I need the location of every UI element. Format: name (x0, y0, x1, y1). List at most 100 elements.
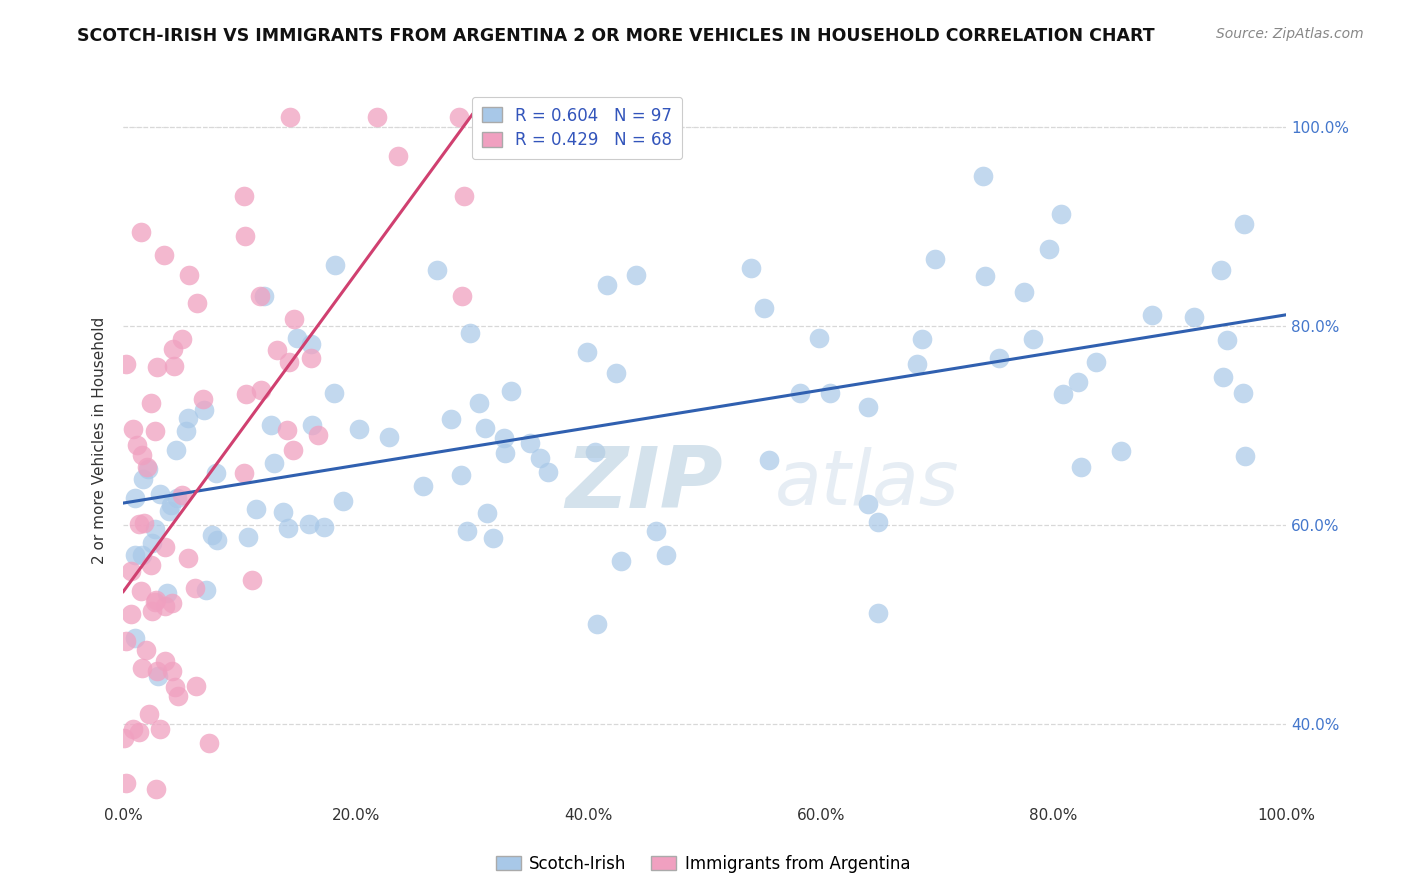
Point (501, 384, 523, 398)
Point (283, 443, 305, 458)
Point (179, 268, 201, 282)
Point (160, 665, 183, 679)
Point (1021, 332, 1043, 346)
Point (233, 189, 256, 203)
Point (232, 466, 254, 480)
Point (124, 548, 146, 562)
Point (143, 522, 166, 536)
Point (131, 548, 153, 562)
Point (143, 595, 166, 609)
Point (1209, 262, 1232, 277)
Point (191, 392, 214, 407)
Point (323, 385, 346, 400)
Point (1070, 460, 1092, 475)
Point (141, 604, 163, 618)
Text: ZIP: ZIP (565, 442, 723, 525)
Point (1232, 386, 1254, 401)
Point (377, 430, 399, 444)
Point (307, 428, 329, 442)
Point (905, 358, 928, 372)
Point (184, 582, 207, 596)
Point (141, 396, 163, 410)
Legend: R = 0.604   N = 97, R = 0.429   N = 68: R = 0.604 N = 97, R = 0.429 N = 68 (471, 96, 682, 160)
Point (475, 506, 498, 520)
Point (494, 431, 516, 445)
Point (299, 351, 322, 366)
Point (238, 530, 260, 544)
Point (240, 573, 263, 587)
Point (1049, 207, 1071, 221)
Point (387, 149, 409, 163)
Point (287, 330, 309, 344)
Point (298, 517, 321, 532)
Point (332, 494, 354, 508)
Point (624, 268, 647, 283)
Y-axis label: 2 or more Vehicles in Household: 2 or more Vehicles in Household (93, 317, 107, 564)
Point (273, 505, 295, 519)
Point (789, 386, 811, 401)
Point (129, 584, 152, 599)
Point (585, 617, 607, 632)
Point (1084, 355, 1107, 369)
Point (266, 343, 288, 357)
Point (146, 360, 169, 375)
Point (519, 435, 541, 450)
Point (1052, 386, 1074, 401)
Point (204, 466, 226, 480)
Point (868, 606, 890, 620)
Point (972, 169, 994, 183)
Point (163, 359, 186, 374)
Point (165, 442, 187, 457)
Point (818, 386, 841, 401)
Point (807, 330, 830, 344)
Point (170, 488, 193, 502)
Point (474, 421, 496, 435)
Point (605, 366, 627, 380)
Point (1233, 217, 1256, 231)
Point (125, 438, 148, 452)
Legend: Scotch-Irish, Immigrants from Argentina: Scotch-Irish, Immigrants from Argentina (489, 848, 917, 880)
Point (146, 664, 169, 678)
Point (1212, 369, 1234, 384)
Point (1140, 309, 1163, 323)
Point (177, 411, 200, 425)
Point (136, 462, 159, 476)
Point (260, 418, 283, 433)
Point (440, 411, 463, 425)
Point (323, 258, 346, 272)
Point (138, 707, 160, 722)
Point (156, 586, 179, 600)
Point (249, 289, 271, 303)
Point (163, 680, 186, 694)
Text: SCOTCH-IRISH VS IMMIGRANTS FROM ARGENTINA 2 OR MORE VEHICLES IN HOUSEHOLD CORREL: SCOTCH-IRISH VS IMMIGRANTS FROM ARGENTIN… (77, 27, 1154, 45)
Point (136, 459, 159, 474)
Point (131, 661, 153, 675)
Point (988, 351, 1011, 365)
Point (135, 642, 157, 657)
Point (194, 582, 217, 597)
Point (349, 421, 371, 435)
Point (426, 263, 449, 277)
Point (160, 498, 183, 512)
Point (186, 295, 208, 310)
Point (152, 248, 174, 262)
Text: atlas: atlas (775, 447, 959, 521)
Point (139, 558, 162, 572)
Point (122, 422, 145, 436)
Point (456, 524, 478, 538)
Point (494, 446, 516, 460)
Point (453, 189, 475, 203)
Point (124, 491, 146, 505)
Point (856, 497, 879, 511)
Point (153, 540, 176, 554)
Point (299, 336, 322, 351)
Point (468, 396, 491, 410)
Point (758, 453, 780, 467)
Point (911, 332, 934, 346)
Point (145, 782, 167, 797)
Point (482, 531, 505, 545)
Point (149, 722, 172, 736)
Point (277, 355, 299, 369)
Point (132, 472, 155, 486)
Point (253, 288, 276, 302)
